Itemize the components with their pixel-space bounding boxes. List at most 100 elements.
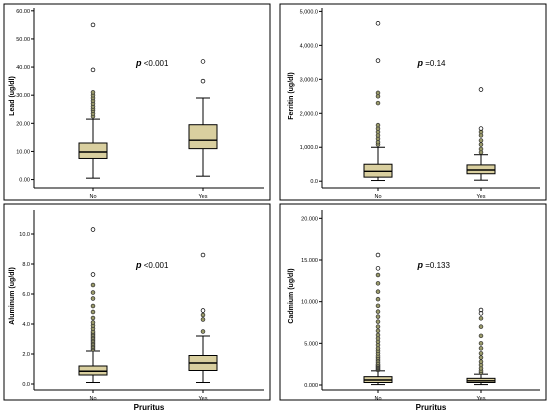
outlier-point: [375, 303, 381, 309]
p-value-annotation: p <0.001: [135, 58, 169, 68]
y-tick-label: 6.0: [22, 292, 30, 298]
y-tick-label: 2.0: [22, 352, 30, 358]
outlier-point: [90, 309, 96, 315]
box-no: [78, 22, 108, 179]
y-tick-label: 20.000: [301, 216, 318, 222]
iqr-box: [78, 365, 108, 376]
panel-1: 0.00 10.00 20.00 30.00 40.00 50.00 60.00 Lead (…: [3, 3, 271, 201]
outlier-point: [200, 329, 206, 334]
outlier-point: [375, 281, 381, 286]
p-value-text: <0.001: [142, 261, 169, 270]
outlier-point: [200, 59, 206, 64]
x-category-label: Yes: [477, 194, 486, 200]
box-yes: [466, 87, 496, 181]
outlier-point: [478, 142, 484, 147]
panel-frame: [279, 203, 547, 401]
box-yes: [188, 59, 218, 177]
outlier-point: [375, 100, 381, 106]
outlier-point: [478, 307, 484, 313]
outlier-point: [478, 311, 484, 316]
outlier-point: [478, 346, 484, 351]
x-category-label: No: [89, 194, 96, 200]
y-tick-label: 0.00: [19, 178, 30, 184]
outlier-point: [375, 122, 381, 128]
box-no: [363, 21, 393, 182]
panel-frame: [3, 203, 271, 401]
outlier-point: [478, 138, 484, 143]
outlier-point: [200, 312, 206, 318]
panel-frame: [3, 3, 271, 201]
panel-2: 0.0 1,000.0 2,000.0 3,000.0 4,000.0 5,000.0 Fe…: [279, 3, 547, 201]
y-tick-label: 1,000.0: [300, 145, 318, 151]
y-tick-label: 8.0: [22, 262, 30, 268]
outlier-point: [375, 252, 381, 258]
y-tick-label: 10.000: [301, 300, 318, 306]
outlier-point: [90, 315, 96, 321]
outlier-point: [478, 87, 484, 92]
outlier-point: [90, 67, 96, 73]
p-value-text: =0.133: [423, 261, 450, 270]
outlier-point: [90, 272, 96, 277]
y-tick-label: 30.00: [16, 93, 30, 99]
outlier-point: [478, 129, 484, 135]
outlier-point: [375, 328, 381, 334]
box-yes: [188, 252, 218, 383]
p-value-text: <0.001: [142, 59, 169, 68]
outlier-point: [375, 90, 381, 96]
panel-3: 0.0 2.0 4.0 6.0 8.0 10.0 Aluminum (ug/dl) No Yes…: [3, 203, 271, 402]
x-axis-label: Pruritus: [134, 403, 165, 412]
p-symbol: p: [135, 58, 142, 68]
p-value-annotation: p =0.14: [417, 58, 447, 68]
box-no: [78, 227, 108, 383]
outlier-point: [90, 303, 96, 309]
outlier-point: [478, 316, 484, 321]
y-axis-label: Ferritin (ug/dl): [288, 72, 295, 119]
outlier-point: [478, 359, 484, 364]
outlier-point: [90, 227, 96, 232]
x-category-label: Yes: [199, 194, 208, 200]
outlier-point: [375, 21, 381, 26]
outlier-point: [375, 58, 381, 63]
y-tick-label: 2,000.0: [300, 111, 318, 117]
box-yes: [466, 307, 496, 386]
iqr-box: [78, 142, 108, 159]
x-category-label: No: [374, 396, 381, 402]
outlier-point: [375, 266, 381, 271]
y-axis-label: Lead (ug/dl): [9, 76, 16, 116]
y-axis-label: Cadmium (ug/dl): [288, 268, 295, 323]
y-tick-label: 0.0: [22, 382, 30, 388]
y-tick-label: 0.000: [304, 383, 318, 389]
outlier-point: [375, 332, 381, 338]
p-value-annotation: p =0.133: [417, 260, 451, 270]
panel-4: 0.000 5.000 10.000 15.000 20.000 Cadmium (ug/…: [279, 203, 547, 402]
p-value-text: =0.14: [423, 59, 446, 68]
y-tick-label: 20.00: [16, 121, 30, 127]
x-category-label: Yes: [477, 396, 486, 402]
y-tick-label: 50.00: [16, 37, 30, 43]
panel-frame: [279, 3, 547, 201]
outlier-point: [375, 289, 381, 294]
y-tick-label: 60.00: [16, 9, 30, 15]
outlier-point: [200, 308, 206, 313]
outlier-point: [375, 314, 381, 319]
outlier-point: [375, 296, 381, 302]
outlier-point: [478, 324, 484, 329]
x-category-label: No: [89, 396, 96, 402]
x-axis-label: Pruritus: [416, 403, 447, 412]
outlier-point: [90, 320, 96, 325]
outlier-point: [375, 324, 381, 329]
outlier-point: [375, 309, 381, 314]
outlier-point: [478, 355, 484, 360]
outlier-point: [90, 90, 96, 95]
y-tick-label: 3,000.0: [300, 77, 318, 83]
p-symbol: p: [417, 260, 424, 270]
p-symbol: p: [417, 58, 424, 68]
outlier-point: [478, 333, 484, 339]
outlier-point: [200, 78, 206, 84]
y-tick-label: 15.000: [301, 258, 318, 264]
y-axis-label: Aluminum (ug/dl): [9, 267, 16, 325]
x-category-label: Yes: [199, 396, 208, 402]
y-tick-label: 40.00: [16, 65, 30, 71]
outlier-point: [90, 282, 96, 288]
